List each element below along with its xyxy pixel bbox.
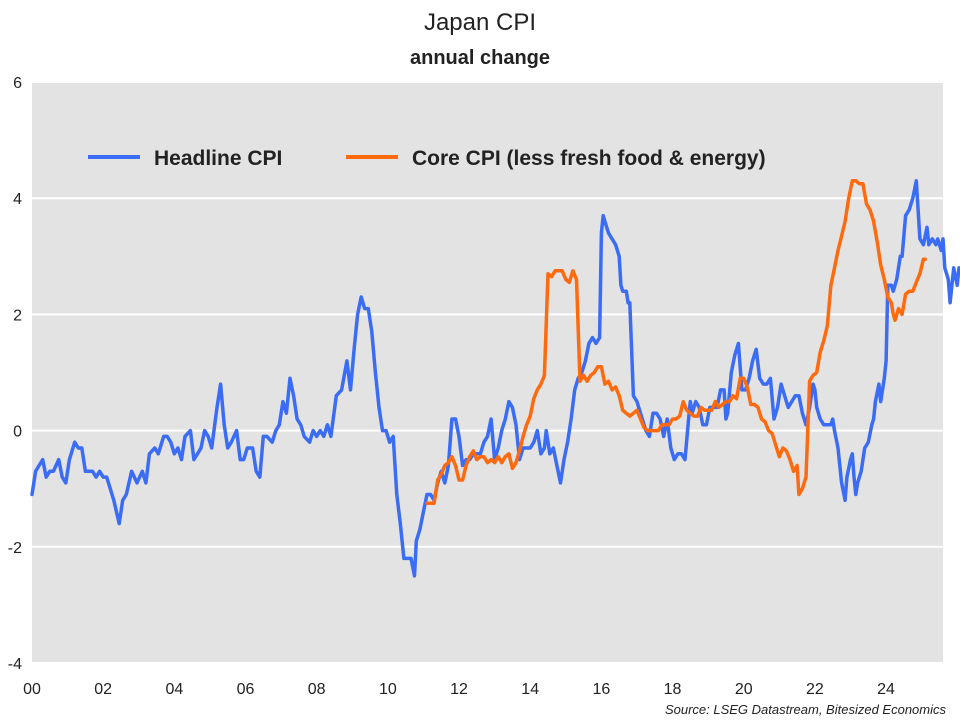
y-tick-label: -4 [8, 656, 22, 673]
x-axis-ticks: 00 02 04 06 08 10 12 14 16 18 20 22 24 [23, 681, 895, 698]
series-line-headline-cpi [30, 179, 960, 578]
y-tick-label: 6 [13, 75, 22, 92]
x-tick-label: 14 [521, 681, 539, 698]
x-tick-label: 16 [592, 681, 610, 698]
x-tick-label: 08 [308, 681, 326, 698]
y-axis-ticks: 6 4 2 0 -2 -4 [8, 75, 22, 673]
x-tick-label: 02 [94, 681, 112, 698]
source-note: Source: LSEG Datastream, Bitesized Econo… [665, 702, 947, 717]
series-line-core-cpi [425, 179, 927, 505]
legend-label-headline: Headline CPI [154, 147, 282, 170]
x-tick-label: 18 [664, 681, 682, 698]
chart-title: Japan CPI [424, 9, 536, 36]
x-tick-label: 04 [165, 681, 183, 698]
y-tick-label: 4 [13, 191, 22, 208]
chart-subtitle: annual change [410, 47, 550, 69]
legend-label-core: Core CPI (less fresh food & energy) [412, 147, 766, 170]
y-tick-label: 2 [13, 307, 22, 324]
plot-area [32, 82, 943, 663]
x-tick-label: 00 [23, 681, 41, 698]
x-tick-label: 24 [877, 681, 895, 698]
series-lines [30, 179, 960, 578]
y-tick-label: 0 [13, 424, 22, 441]
x-tick-label: 12 [450, 681, 468, 698]
x-tick-label: 20 [735, 681, 753, 698]
x-tick-label: 06 [237, 681, 255, 698]
y-tick-label: -2 [8, 540, 22, 557]
legend: Headline CPI Core CPI (less fresh food &… [88, 147, 766, 170]
x-tick-label: 10 [379, 681, 397, 698]
x-tick-label: 22 [806, 681, 824, 698]
